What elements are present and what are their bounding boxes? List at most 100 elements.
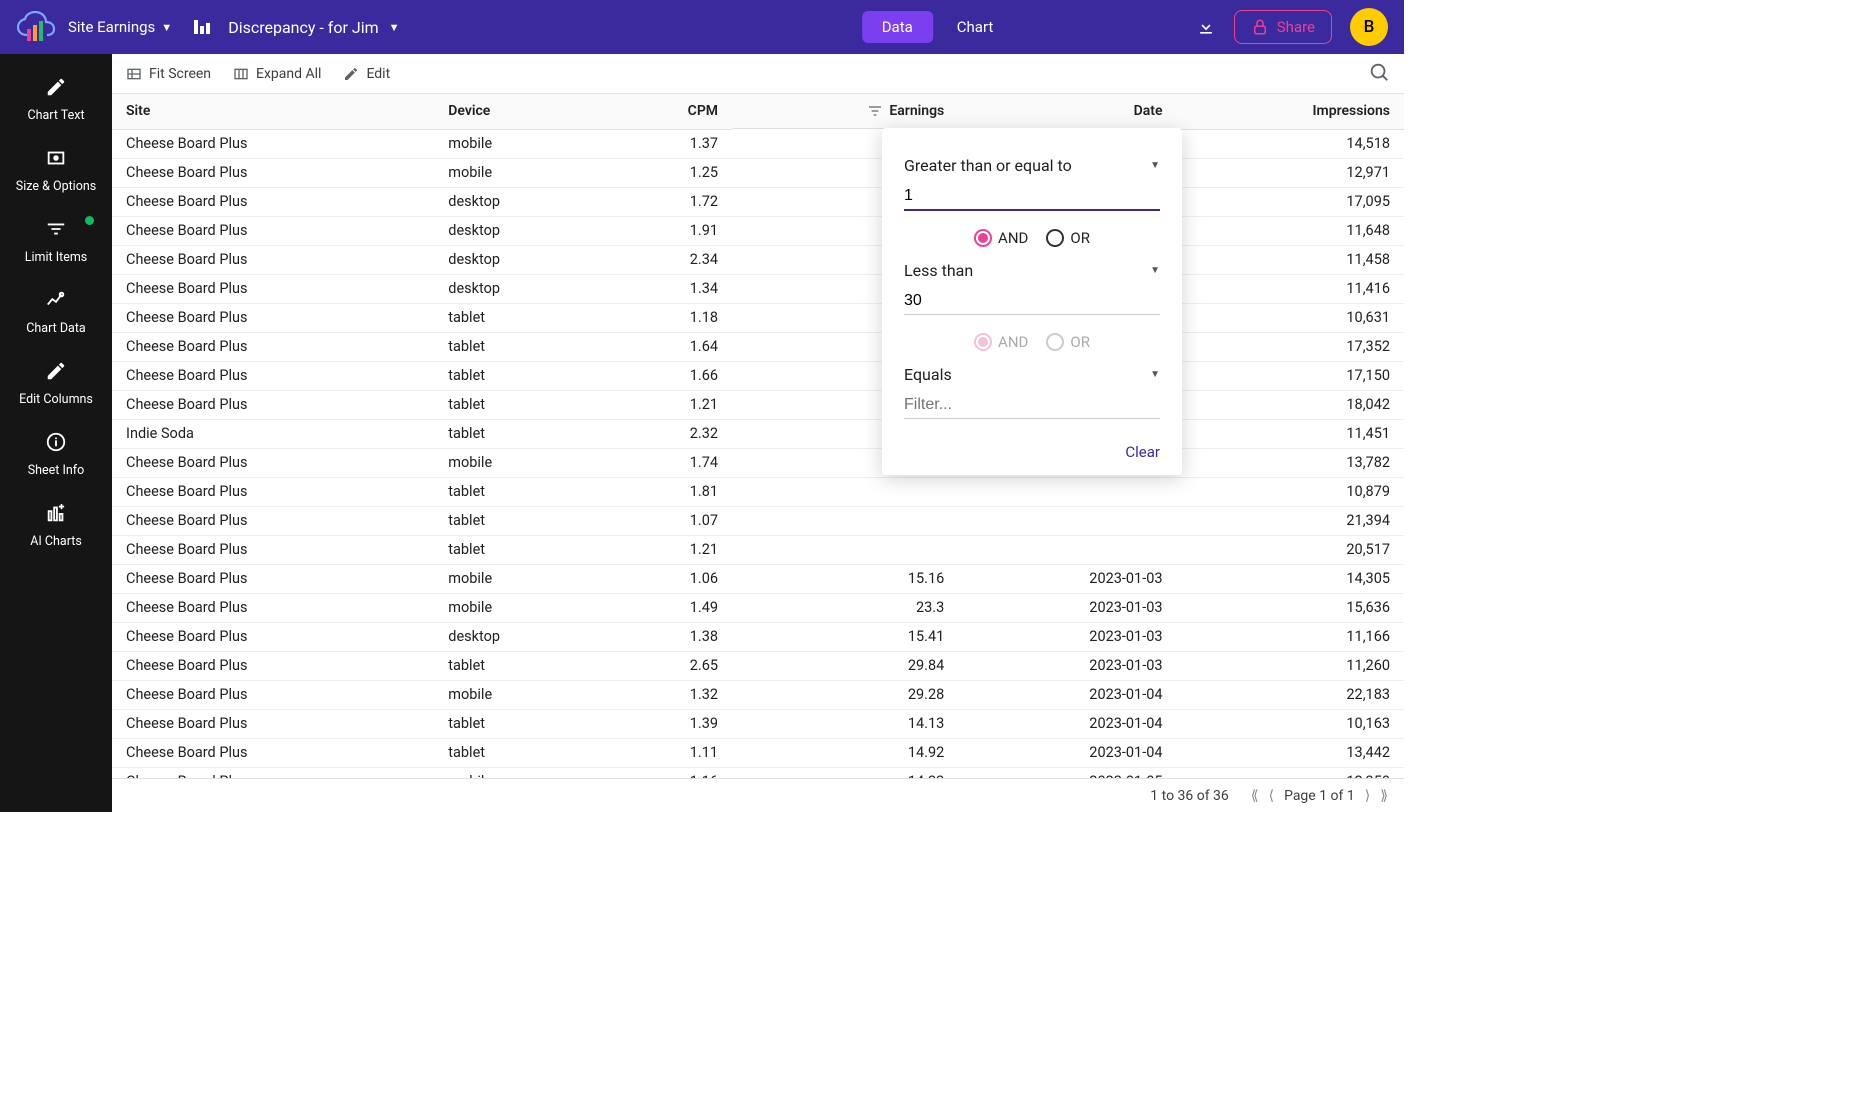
table-row[interactable]: Cheese Board Plusmobile1.1614.332023-01-… [112, 767, 1404, 778]
logic-1-or[interactable]: OR [1046, 229, 1090, 247]
table-row[interactable]: Cheese Board Plusdesktop1.9111,648 [112, 216, 1404, 245]
toolbar: Fit Screen Expand All Edit [112, 54, 1404, 94]
filter-condition-3-select[interactable]: Equals▼ [904, 365, 1160, 384]
cell: tablet [434, 303, 606, 332]
cell: desktop [434, 274, 606, 303]
pager-first[interactable]: ⟪ [1251, 788, 1259, 804]
cell: Cheese Board Plus [112, 332, 434, 361]
expand-all-icon [233, 66, 249, 82]
cell: 12,350 [1177, 767, 1404, 778]
cell: tablet [434, 651, 606, 680]
table-row[interactable]: Cheese Board Plustablet1.1114.922023-01-… [112, 738, 1404, 767]
cell: 14.33 [732, 767, 958, 778]
fit-screen-button[interactable]: Fit Screen [126, 66, 211, 82]
table-row[interactable]: Cheese Board Plustablet1.1810,631 [112, 303, 1404, 332]
dropdown-arrow-icon: ▼ [1150, 265, 1160, 276]
table-row[interactable]: Cheese Board Plustablet1.8110,879 [112, 477, 1404, 506]
cell: tablet [434, 361, 606, 390]
logic-2-and[interactable]: AND [974, 333, 1028, 351]
pager-prev[interactable]: ⟨ [1269, 788, 1274, 804]
edit-button[interactable]: Edit [343, 66, 390, 82]
cell: 17,095 [1177, 187, 1404, 216]
filter-clear-button[interactable]: Clear [1125, 443, 1160, 461]
filter-condition-2-select[interactable]: Less than▼ [904, 261, 1160, 280]
cell: 1.37 [606, 129, 732, 158]
cell: 2.65 [606, 651, 732, 680]
table-row[interactable]: Cheese Board Plustablet1.3914.132023-01-… [112, 709, 1404, 738]
table-row[interactable]: Cheese Board Plustablet1.6417,352 [112, 332, 1404, 361]
column-header-date[interactable]: Date [958, 94, 1176, 129]
cell: tablet [434, 477, 606, 506]
cell: Cheese Board Plus [112, 303, 434, 332]
table-row[interactable]: Cheese Board Plusmobile1.3714,518 [112, 129, 1404, 158]
table-row[interactable]: Cheese Board Plustablet1.2120,517 [112, 535, 1404, 564]
logic-1-and[interactable]: AND [974, 229, 1028, 247]
column-header-site[interactable]: Site [112, 94, 434, 129]
site-dropdown[interactable]: Site Earnings ▼ [68, 18, 172, 36]
sidebar-item-size-options[interactable]: Size & Options [0, 135, 112, 206]
sidebar-item-sheet-info[interactable]: Sheet Info [0, 419, 112, 490]
table-row[interactable]: Indie Sodatablet2.3211,451 [112, 419, 1404, 448]
cell: 11,451 [1177, 419, 1404, 448]
cell [732, 477, 958, 506]
dropdown-arrow-icon: ▼ [1150, 160, 1160, 171]
table-row[interactable]: Cheese Board Plustablet1.2118,042 [112, 390, 1404, 419]
pager-page: Page 1 of 1 [1284, 788, 1355, 804]
cell: 17,150 [1177, 361, 1404, 390]
cell: 15.41 [732, 622, 958, 651]
sidebar-item-chart-data[interactable]: Chart Data [0, 277, 112, 348]
table-row[interactable]: Cheese Board Plusmobile1.7413,782 [112, 448, 1404, 477]
avatar[interactable]: B [1350, 8, 1388, 46]
filter-condition-1-select[interactable]: Greater than or equal to▼ [904, 156, 1160, 175]
cell: 14,518 [1177, 129, 1404, 158]
pencil-icon [45, 76, 67, 102]
table-row[interactable]: Cheese Board Plustablet2.6529.842023-01-… [112, 651, 1404, 680]
column-header-earnings[interactable]: Earnings [732, 94, 958, 129]
table-row[interactable]: Cheese Board Plusmobile1.4923.32023-01-0… [112, 593, 1404, 622]
share-button[interactable]: Share [1234, 10, 1332, 44]
cell: 15,636 [1177, 593, 1404, 622]
table-row[interactable]: Cheese Board Plusdesktop2.3411,458 [112, 245, 1404, 274]
data-grid[interactable]: SiteDeviceCPMEarningsDateImpressions Che… [112, 94, 1404, 778]
cell: mobile [434, 593, 606, 622]
tab-chart[interactable]: Chart [957, 18, 994, 36]
cell: 21,394 [1177, 506, 1404, 535]
sidebar-item-chart-text[interactable]: Chart Text [0, 64, 112, 135]
pager-last[interactable]: ⟫ [1380, 788, 1388, 804]
report-name-label: Discrepancy - for Jim [228, 18, 378, 37]
table-row[interactable]: Cheese Board Plusdesktop1.3411,416 [112, 274, 1404, 303]
table-row[interactable]: Cheese Board Plustablet1.0721,394 [112, 506, 1404, 535]
sidebar-item-limit-items[interactable]: Limit Items [0, 206, 112, 277]
download-icon[interactable] [1196, 17, 1216, 37]
pager-next[interactable]: ⟩ [1365, 788, 1370, 804]
cell: 2.34 [606, 245, 732, 274]
cell: 11,166 [1177, 622, 1404, 651]
table-row[interactable]: Cheese Board Plusmobile1.0615.162023-01-… [112, 564, 1404, 593]
filter-active-icon [867, 103, 883, 119]
column-header-cpm[interactable]: CPM [606, 94, 732, 129]
tab-data[interactable]: Data [862, 11, 933, 43]
sidebar-item-edit-columns[interactable]: Edit Columns [0, 348, 112, 419]
logic-2-or[interactable]: OR [1046, 333, 1090, 351]
cell [732, 535, 958, 564]
table-row[interactable]: Cheese Board Plusdesktop1.7217,095 [112, 187, 1404, 216]
table-row[interactable]: Cheese Board Plusdesktop1.3815.412023-01… [112, 622, 1404, 651]
cell: 1.91 [606, 216, 732, 245]
cell: Cheese Board Plus [112, 680, 434, 709]
table-row[interactable]: Cheese Board Plusmobile1.2512,971 [112, 158, 1404, 187]
table-row[interactable]: Cheese Board Plusmobile1.3229.282023-01-… [112, 680, 1404, 709]
share-label: Share [1277, 18, 1315, 36]
lock-icon [1251, 18, 1269, 36]
sidebar-item-ai-charts[interactable]: AI Charts [0, 490, 112, 561]
column-header-impressions[interactable]: Impressions [1177, 94, 1404, 129]
expand-all-button[interactable]: Expand All [233, 66, 321, 82]
filter-value-2-input[interactable] [904, 286, 1160, 315]
search-button[interactable] [1368, 61, 1390, 87]
report-name-dropdown[interactable]: Discrepancy - for Jim ▼ [228, 18, 399, 37]
cell: Cheese Board Plus [112, 245, 434, 274]
cell: tablet [434, 419, 606, 448]
filter-value-3-input[interactable] [904, 390, 1160, 419]
table-row[interactable]: Cheese Board Plustablet1.6617,150 [112, 361, 1404, 390]
filter-value-1-input[interactable] [904, 181, 1160, 211]
column-header-device[interactable]: Device [434, 94, 606, 129]
